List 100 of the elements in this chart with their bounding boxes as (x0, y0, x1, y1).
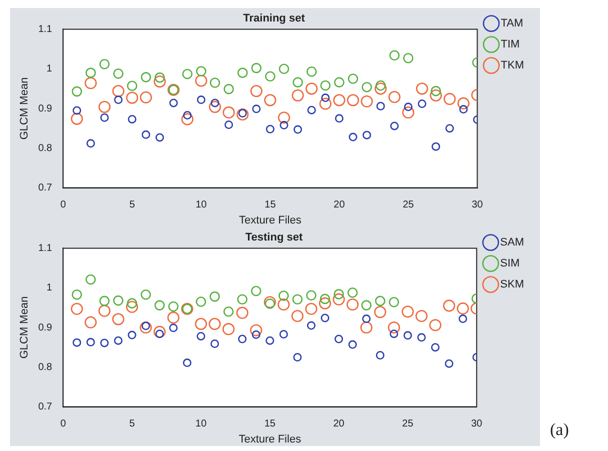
point (292, 89, 304, 102)
point (128, 330, 136, 340)
point (100, 113, 109, 122)
point (222, 323, 235, 336)
point (457, 97, 470, 110)
y-axis-title: GLCM Mean (18, 77, 31, 140)
point (348, 132, 358, 142)
point (210, 291, 220, 302)
point (250, 286, 262, 296)
point (195, 74, 208, 87)
text: (a) (550, 420, 569, 440)
point (154, 300, 165, 310)
legend-label: TKM (500, 60, 524, 72)
point (374, 82, 387, 95)
point (376, 102, 385, 110)
point (112, 313, 124, 326)
y-tick-label: 1.1 (38, 242, 53, 254)
point (236, 108, 249, 120)
point (86, 139, 95, 148)
point (126, 300, 138, 313)
x-tick-label: 15 (264, 200, 276, 211)
point (291, 310, 304, 322)
point (348, 340, 357, 349)
point (140, 321, 152, 334)
point (279, 330, 288, 338)
point (72, 338, 82, 347)
legend-label: SKM (500, 278, 524, 291)
point (154, 326, 166, 338)
point (376, 351, 384, 360)
x-axis-title: Texture Files (238, 433, 302, 446)
point (429, 319, 442, 332)
point (334, 334, 344, 344)
point (126, 298, 138, 308)
point (306, 66, 317, 77)
point (250, 324, 262, 336)
point (264, 94, 276, 106)
point (250, 85, 262, 98)
point (70, 302, 83, 315)
point (334, 289, 344, 300)
y-tick-label: 0.7 (38, 182, 53, 194)
point (404, 102, 412, 112)
x-tick-label: 25 (402, 418, 414, 430)
x-tick-label: 20 (333, 418, 345, 430)
point (72, 289, 82, 300)
point (306, 290, 316, 301)
point (334, 114, 344, 123)
point (112, 85, 124, 98)
point (210, 78, 220, 88)
x-tick-label: 5 (129, 418, 136, 430)
point (86, 68, 96, 78)
point (388, 296, 400, 308)
point (403, 331, 412, 340)
point (140, 72, 152, 82)
x-tick-label: 10 (195, 418, 207, 430)
x-tick-label: 25 (402, 200, 414, 211)
y-tick-label: 1.1 (38, 24, 53, 35)
point (70, 112, 83, 125)
point (155, 133, 164, 142)
point (292, 77, 303, 88)
point (196, 96, 206, 104)
x-tick-label: 30 (472, 200, 484, 211)
point (320, 80, 331, 91)
point (347, 287, 358, 298)
point (224, 120, 234, 130)
legend-label: SAM (500, 236, 524, 249)
point (196, 332, 206, 340)
point (306, 321, 316, 330)
x-tick-label: 10 (196, 200, 208, 211)
point (236, 306, 248, 319)
point (320, 294, 330, 304)
x-tick-label: 5 (129, 200, 136, 211)
point (348, 74, 358, 84)
chart-title: Training set (243, 12, 306, 25)
point (375, 80, 386, 91)
point (182, 68, 193, 80)
point (278, 290, 289, 301)
point (126, 80, 138, 92)
point (403, 52, 414, 64)
point (430, 86, 442, 96)
point (456, 302, 469, 315)
point (432, 142, 440, 151)
point (388, 321, 400, 334)
point (265, 71, 276, 82)
point (154, 75, 166, 88)
point (140, 91, 152, 104)
y-tick-label: 0.9 (38, 322, 53, 334)
y-tick-label: 0.8 (38, 142, 53, 154)
x-axis-title: Texture Files (239, 214, 302, 226)
point (278, 64, 290, 74)
y-tick-label: 0.7 (38, 402, 53, 413)
point (86, 338, 95, 346)
x-tick-label: 20 (334, 200, 346, 211)
y-tick-label: 0.8 (38, 362, 53, 373)
point (430, 89, 442, 102)
point (142, 130, 150, 139)
point (280, 120, 288, 130)
point (362, 130, 372, 140)
point (346, 94, 360, 106)
point (305, 302, 318, 315)
legend-label: SIM (500, 258, 520, 270)
